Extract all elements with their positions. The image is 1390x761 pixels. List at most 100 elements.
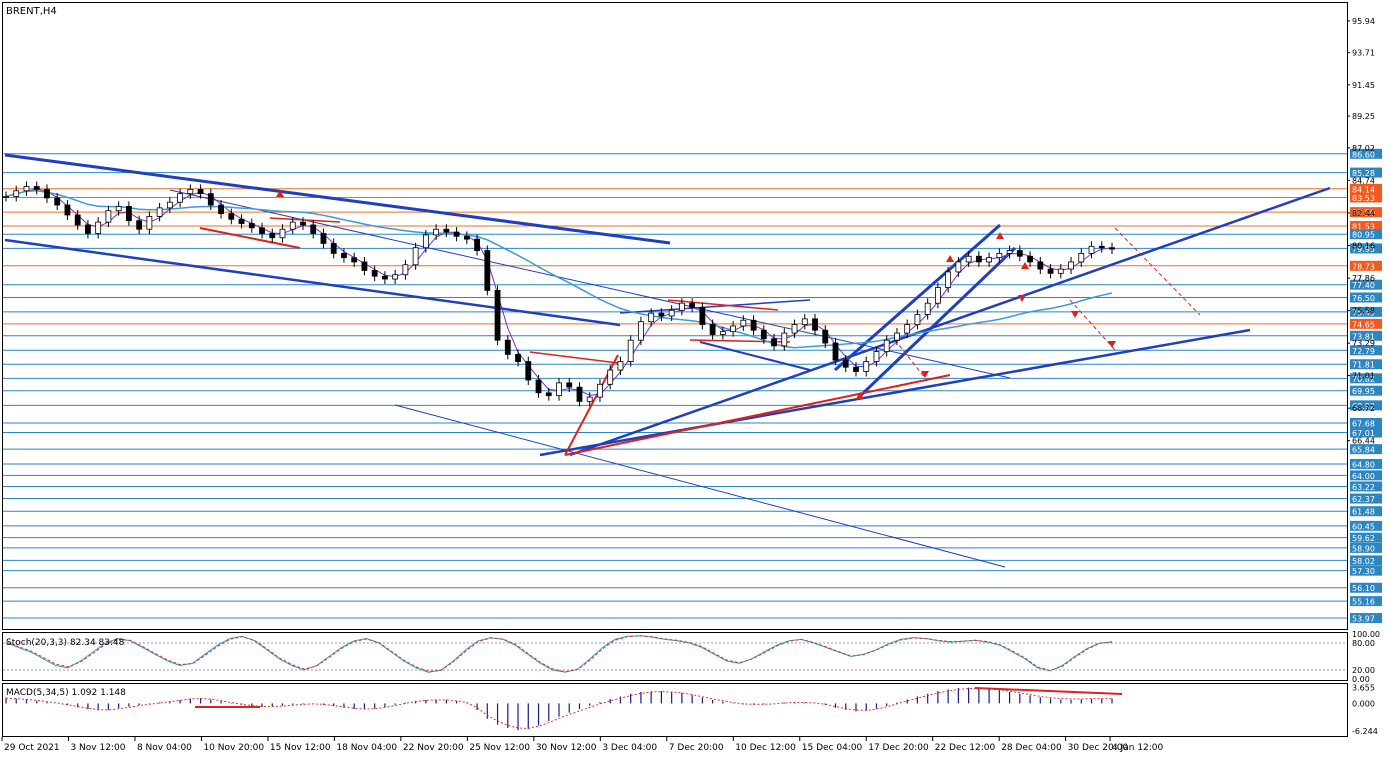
candle-body (1109, 247, 1115, 250)
candle-body (371, 270, 378, 277)
candle-body (781, 332, 788, 347)
level-tag-text-19: 67.68 (1352, 419, 1375, 428)
level-tag-2 (1350, 183, 1382, 194)
candle-body (638, 321, 644, 341)
x-tick-label-6: 22 Nov 20:00 (403, 743, 464, 753)
level-tag-30 (1350, 555, 1382, 566)
candle-body (607, 369, 614, 385)
candle-body (300, 221, 306, 226)
candle-body (771, 338, 777, 347)
y-tick-label-9: 75.58 (1352, 307, 1375, 316)
x-tick-label-16: 30 Dec 20:00 (1068, 743, 1129, 753)
level-tag-text-0: 86.60 (1352, 150, 1375, 159)
candle-body (678, 302, 685, 311)
stoch-tick-2: 20.00 (1352, 666, 1375, 675)
level-tag-text-15: 71.81 (1352, 361, 1375, 370)
trend-line-dashed-2 (894, 339, 926, 379)
candle-body (863, 361, 870, 372)
candle-body (13, 190, 20, 197)
y-tick-label-0: 95.94 (1352, 17, 1375, 26)
level-tag-12 (1350, 318, 1382, 329)
candle-body (248, 223, 255, 229)
arrow-up-4 (276, 190, 284, 197)
candle-body (658, 312, 665, 317)
arrow-up-0 (996, 232, 1004, 239)
candle-body (924, 302, 931, 315)
trend-line-blue-3 (569, 186, 1331, 457)
candle-body (812, 318, 818, 331)
candle-body (894, 332, 900, 341)
candle-body (935, 287, 941, 304)
level-tag-text-8: 78.73 (1352, 262, 1375, 271)
candle-body (699, 307, 706, 325)
level-tag-11 (1350, 306, 1382, 317)
y-tick-label-6: 82.44 (1352, 209, 1375, 218)
candle-body (330, 243, 337, 254)
macd-tick-2: -6.244 (1352, 727, 1378, 736)
level-tag-0 (1350, 148, 1382, 159)
x-tick-label-14: 22 Dec 12:00 (935, 743, 996, 753)
candle-body (1037, 261, 1044, 270)
candle-body (945, 271, 952, 288)
candle-body (597, 383, 603, 398)
level-tag-20 (1350, 427, 1382, 438)
candle-body (975, 255, 982, 263)
candle-body (269, 233, 276, 239)
candle-body (341, 252, 347, 259)
level-tag-31 (1350, 565, 1382, 576)
candle-body (85, 224, 91, 234)
candle-body (33, 186, 40, 190)
trend-line-dashed-0 (1114, 227, 1201, 316)
level-tag-22 (1350, 458, 1382, 469)
candle-body (474, 238, 480, 251)
trend-line-blue-4 (834, 223, 1001, 372)
level-tag-text-20: 67.01 (1352, 429, 1375, 438)
candle-body (709, 324, 716, 335)
arrow-down-2 (1018, 295, 1026, 302)
trend-line-blue-5 (856, 246, 1017, 400)
level-tag-text-33: 55.16 (1352, 598, 1375, 607)
candle-body (668, 309, 675, 317)
candle-body (412, 247, 419, 266)
level-tag-text-30: 58.02 (1352, 557, 1375, 566)
candle-body (750, 319, 757, 331)
candle-body (504, 339, 511, 355)
y-tick-label-10: 73.29 (1352, 339, 1375, 348)
level-tag-23 (1350, 470, 1382, 481)
candle-body (259, 227, 265, 234)
level-tag-text-4: 82.50 (1352, 209, 1375, 218)
level-tag-text-12: 74.65 (1352, 320, 1375, 329)
candle-body (801, 318, 808, 325)
candle-body (463, 235, 470, 240)
level-tag-7 (1350, 243, 1382, 254)
arrow-up-1 (946, 255, 954, 262)
candle-body (556, 382, 562, 397)
y-tick-label-4: 87.02 (1352, 144, 1375, 153)
level-tag-text-29: 58.90 (1352, 544, 1375, 553)
level-tag-text-13: 73.81 (1352, 332, 1375, 341)
signal-markers (276, 190, 1116, 399)
candle-body (1088, 245, 1095, 254)
candle-body (422, 234, 429, 249)
arrow-up-2 (856, 392, 864, 399)
candle-body (238, 218, 245, 224)
candle-body (689, 302, 696, 308)
level-tag-32 (1350, 582, 1382, 593)
x-tick-label-3: 10 Nov 20:00 (203, 743, 264, 753)
candle-body (986, 257, 993, 263)
trend-line-blue-2 (539, 328, 1251, 457)
trend-line-blue-7 (169, 189, 1011, 379)
level-tag-text-9: 77.40 (1352, 281, 1375, 290)
candle-body (730, 325, 736, 333)
candle-body (914, 314, 921, 325)
level-tag-34 (1350, 613, 1382, 624)
x-tick-label-7: 25 Nov 12:00 (469, 743, 530, 753)
level-tag-17 (1350, 385, 1382, 396)
level-tag-text-21: 65.84 (1352, 446, 1375, 455)
level-tag-13 (1350, 330, 1382, 341)
candle-body (136, 220, 143, 230)
level-tag-1 (1350, 167, 1382, 178)
candle-body (3, 196, 9, 198)
x-tick-label-17: 4 Jan 12:00 (1112, 743, 1164, 753)
